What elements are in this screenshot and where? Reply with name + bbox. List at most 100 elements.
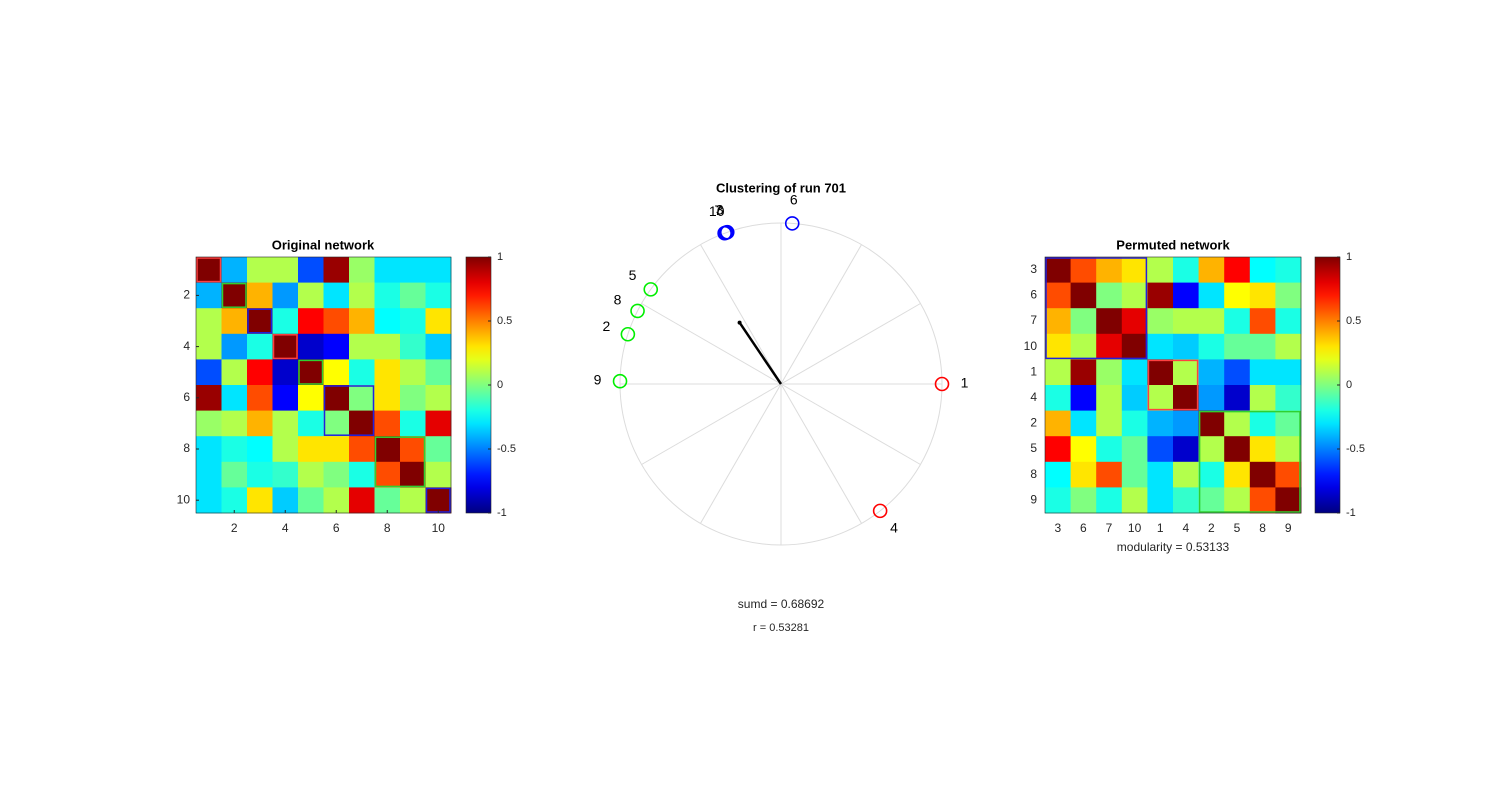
- heatmap-cell: [374, 410, 401, 437]
- heatmap-cell: [1070, 461, 1097, 488]
- heatmap-cell: [1147, 282, 1174, 309]
- heatmap-cell: [298, 359, 324, 386]
- heatmap-cell: [349, 359, 375, 386]
- heatmap-cell: [1070, 308, 1097, 335]
- heatmap-cell: [1147, 257, 1174, 283]
- node-point: [630, 303, 645, 319]
- heatmap-cell: [247, 333, 273, 360]
- heatmap-cell: [1096, 487, 1123, 514]
- heatmap-cell: [1070, 359, 1097, 386]
- colorbar-tick-label: -0.5: [497, 443, 516, 455]
- heatmap-cell: [1096, 359, 1123, 386]
- heatmap-cell: [1070, 410, 1097, 437]
- heatmap-cell: [1096, 257, 1123, 283]
- heatmap-cell: [272, 282, 299, 309]
- heatmap-cell: [323, 385, 350, 411]
- heatmap-cell: [298, 308, 324, 335]
- x-tick-label: 4: [1182, 521, 1189, 535]
- heatmap-cell: [1275, 333, 1302, 360]
- heatmap-cell: [1147, 308, 1174, 335]
- heatmap-cell: [196, 308, 222, 335]
- heatmap-cell: [374, 461, 401, 488]
- chart-title: Clustering of run 701: [716, 180, 846, 195]
- heatmap-cell: [1121, 257, 1148, 283]
- heatmap-cell: [247, 461, 273, 488]
- cluster-box: [1045, 257, 1148, 360]
- heatmap-cell: [1173, 410, 1199, 437]
- heatmap-cell: [400, 333, 426, 360]
- chart-title: Original network: [272, 237, 375, 252]
- annotation: r = 0.53281: [753, 622, 809, 634]
- heatmap-cell: [1147, 487, 1174, 514]
- heatmap-cell: [1224, 487, 1251, 514]
- heatmap-cell: [1198, 359, 1225, 386]
- polar-spoke: [641, 303, 782, 385]
- x-tick-label: 6: [1080, 521, 1087, 535]
- heatmap-cell: [1096, 282, 1123, 309]
- heatmap-cell: [272, 410, 299, 437]
- node-point: [872, 503, 888, 519]
- heatmap-cell: [1045, 385, 1071, 411]
- heatmap-cell: [247, 282, 273, 309]
- heatmap-cell: [221, 385, 248, 411]
- node-label: 10: [709, 203, 725, 219]
- heatmap-cell: [221, 282, 248, 309]
- x-tick-label: 10: [1128, 521, 1142, 535]
- heatmap-cell: [221, 436, 248, 463]
- heatmap-cell: [247, 410, 273, 437]
- y-tick-label: 4: [183, 339, 190, 353]
- node-label: 4: [890, 519, 898, 535]
- heatmap-cell: [272, 385, 299, 411]
- heatmap-cell: [349, 257, 375, 283]
- heatmap-cell: [1275, 257, 1302, 283]
- heatmap-cell: [349, 385, 375, 411]
- heatmap-cell: [1198, 282, 1225, 309]
- heatmap-cell: [247, 487, 273, 514]
- heatmap-cell: [1045, 308, 1071, 335]
- heatmap-cell: [1249, 282, 1276, 309]
- heatmap-cell: [1249, 359, 1276, 386]
- heatmap-cell: [298, 333, 324, 360]
- heatmap-cell: [221, 461, 248, 488]
- heatmap-cell: [425, 461, 452, 488]
- cluster-box: [196, 257, 222, 283]
- heatmap-cell: [221, 359, 248, 386]
- heatmap-cell: [1198, 308, 1225, 335]
- heatmap-cell: [400, 385, 426, 411]
- heatmap-cell: [1070, 436, 1097, 463]
- heatmap-cell: [272, 257, 299, 283]
- colorbar-tick-label: 1: [1346, 251, 1352, 263]
- y-tick-label: 2: [183, 288, 190, 302]
- colorbar-tick-label: -1: [1346, 507, 1356, 519]
- heatmap-cell: [1096, 385, 1123, 411]
- heatmap-cell: [298, 487, 324, 514]
- heatmap-cell: [1121, 461, 1148, 488]
- colorbar: [465, 256, 492, 514]
- heatmap-cell: [196, 487, 222, 514]
- cluster-box: [323, 385, 375, 436]
- heatmap-cell: [323, 282, 350, 309]
- heatmap-cell: [425, 385, 452, 411]
- heatmap-cell: [272, 333, 299, 360]
- heatmap-cell: [196, 461, 222, 488]
- heatmap-cell: [323, 410, 350, 437]
- heatmap-cell: [425, 257, 452, 283]
- y-tick-label: 10: [177, 492, 191, 506]
- heatmap-cell: [196, 385, 222, 411]
- heatmap-cell: [1249, 410, 1276, 437]
- colorbar-tick-label: 0.5: [1346, 315, 1361, 327]
- heatmap-cell: [1121, 282, 1148, 309]
- y-tick-label: 1: [1030, 364, 1037, 378]
- heatmap-cell: [1275, 436, 1302, 463]
- heatmap-cell: [1275, 461, 1302, 488]
- y-tick-label: 6: [1030, 288, 1037, 302]
- cluster-box: [374, 436, 426, 488]
- heatmap-cell: [1249, 436, 1276, 463]
- heatmap-cell: [1045, 333, 1071, 360]
- x-tick-label: 7: [1106, 521, 1113, 535]
- heatmap-cell: [1198, 461, 1225, 488]
- x-tick-label: 9: [1285, 521, 1292, 535]
- annotation: sumd = 0.68692: [738, 597, 825, 611]
- heatmap-cell: [1121, 487, 1148, 514]
